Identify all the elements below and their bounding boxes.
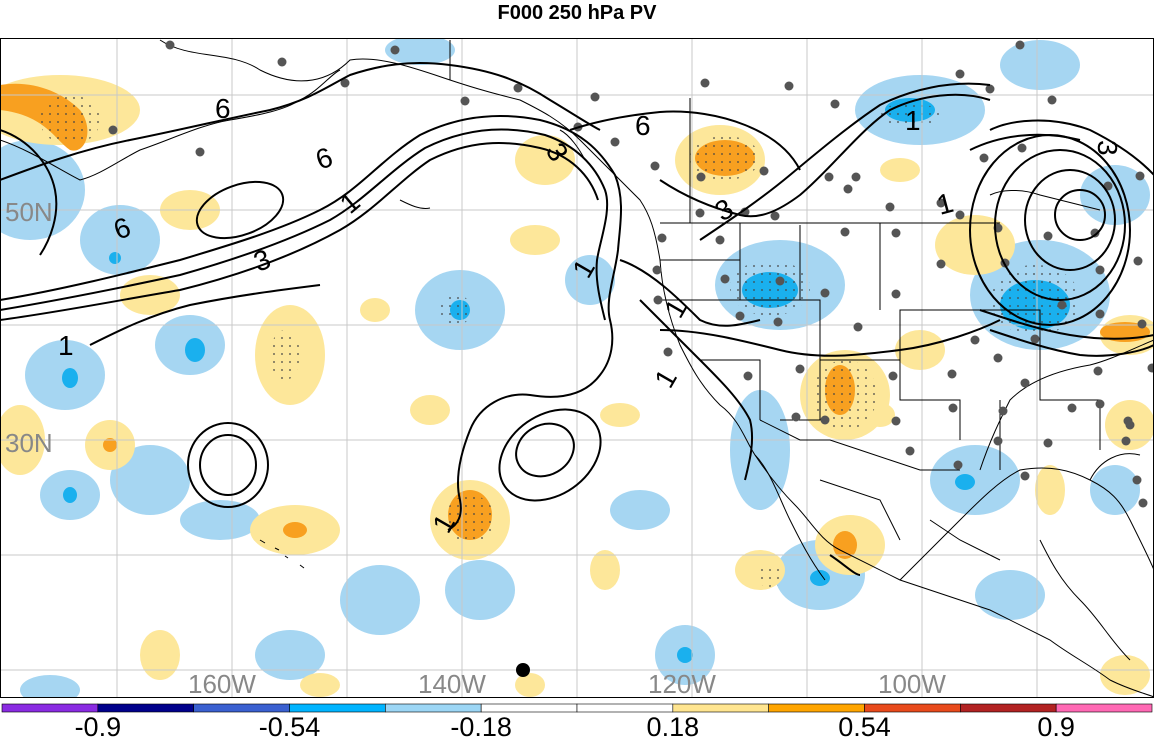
station-markers [108,40,1154,508]
location-marker [516,663,530,677]
contour-label: 1 [58,330,74,361]
colorbar-tick-label: 0.9 [1037,712,1075,739]
political-boundaries [449,40,1101,561]
colorbar-swatches [1,703,1153,713]
contour-labels: 6 6 6 6 1 1 1 1 1 1 1 1 3 3 3 3 [58,93,1123,538]
colorbar-tick-label: 0.18 [647,712,700,739]
colorbar-swatch [385,703,482,713]
colorbar-swatch [672,703,769,713]
contour-label: 1 [648,364,683,393]
map-title: F000 250 hPa PV [497,2,657,24]
lon-label-100w: 100W [878,669,946,699]
colorbar-tick-label: -0.9 [75,712,122,739]
colorbar-tick-label: -0.18 [450,712,512,739]
contour-label: 1 [658,294,693,323]
significance-stipple [40,95,1080,587]
pv-map: 6 6 6 6 1 1 1 1 1 1 1 1 3 3 3 3 50N 30N … [0,38,1154,699]
contour-label: 1 [934,187,957,221]
colorbar-swatch [1055,703,1153,713]
colorbar-swatch [289,703,386,713]
contour-label: 6 [311,141,336,175]
colorbar-tick-labels: -0.9 -0.54 -0.18 0.18 0.54 0.9 [75,712,1075,739]
lon-label-140w: 140W [418,669,486,699]
colorbar-swatch [1,703,99,713]
lat-label-30n: 30N [5,428,53,458]
contour-label: 6 [635,110,651,141]
colorbar-swatch [97,703,194,713]
contour-label: 3 [1092,140,1123,156]
contour-label: 3 [249,243,274,277]
colorbar-tick-label: -0.54 [259,712,321,739]
colorbar-swatch [768,703,865,713]
contour-label: 6 [215,93,231,124]
colorbar-swatch [480,703,578,713]
colorbar-tick-label: 0.54 [838,712,891,739]
lon-label-160w: 160W [188,669,256,699]
lat-label-50n: 50N [5,197,53,227]
colorbar-swatch [576,703,674,713]
pv-contours [0,62,1154,576]
colorbar-swatch [864,703,961,713]
contour-label: 1 [905,105,921,136]
colorbar-swatch [193,703,290,713]
colorbar-swatch [960,703,1057,713]
lon-label-120w: 120W [648,669,716,699]
